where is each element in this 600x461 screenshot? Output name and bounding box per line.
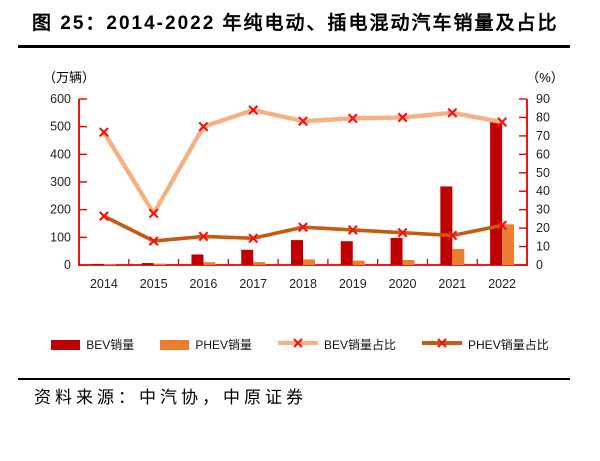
bar-phev-2021 (452, 248, 465, 265)
right-axis-tick-label: 10 (536, 240, 550, 254)
marker-x-icon (98, 211, 109, 222)
marker-x-icon (447, 107, 458, 118)
x-axis-category-label: 2014 (90, 277, 118, 291)
left-axis-unit-label: （万辆） (43, 70, 95, 85)
right-axis-unit-label: （%） (526, 70, 564, 85)
marker-x-icon (397, 227, 408, 238)
marker-x-icon (397, 112, 408, 123)
x-axis-category-label: 2021 (438, 277, 466, 291)
marker-x-icon (497, 220, 508, 231)
bar-bev-2014 (91, 263, 104, 265)
x-axis-category-label: 2015 (140, 277, 168, 291)
legend-swatch-phev-share-line (422, 336, 463, 354)
footer-divider (18, 378, 570, 380)
marker-x-icon (248, 105, 259, 116)
right-axis-tick-label: 70 (536, 129, 550, 143)
figure-title: 图 25：2014-2022 年纯电动、插电混动汽车销量及占比 (32, 13, 559, 34)
left-axis-tick-label: 100 (50, 230, 71, 244)
right-axis-tick-label: 20 (536, 221, 550, 235)
legend-marker-x-icon (437, 337, 447, 348)
x-axis-category-label: 2022 (488, 277, 516, 291)
legend-swatch-bev-bar (51, 339, 81, 350)
bar-phev-2014 (103, 264, 116, 266)
right-axis-tick-label: 40 (536, 184, 550, 198)
marker-x-icon (198, 231, 209, 242)
bar-bev-2016 (191, 254, 204, 265)
right-axis-tick-label: 80 (536, 110, 550, 124)
source-note: 资料来源：中汽协，中原证券 (34, 388, 307, 407)
right-axis-tick-label: 50 (536, 166, 550, 180)
right-axis-tick-label: 0 (536, 258, 543, 272)
bar-bev-2015 (141, 263, 154, 265)
left-axis-tick-label: 300 (50, 175, 71, 189)
bar-phev-2019 (352, 260, 365, 265)
marker-x-icon (347, 225, 358, 235)
left-axis-tick-label: 600 (50, 92, 71, 106)
left-axis-tick-label: 400 (50, 147, 71, 161)
report-figure-page: 图 25：2014-2022 年纯电动、插电混动汽车销量及占比 0 100 200 3… (0, 10, 600, 461)
left-axis-tick-label: 200 (50, 203, 71, 217)
marker-x-icon (148, 236, 159, 246)
bar-bev-2017 (241, 249, 254, 265)
bar-phev-2022 (502, 224, 515, 265)
x-axis-category-label: 2019 (339, 277, 367, 291)
bev-phev-combo-chart: 0 100 200 300 400 500 600 0 10 20 30 40 50 60 70 80 90 20… (43, 70, 564, 291)
legend-swatch-bev-share-line (278, 336, 318, 354)
legend-line-sample (422, 337, 463, 348)
legend-line-sample (278, 337, 318, 348)
x-axis-category-label: 2018 (289, 277, 317, 291)
right-axis-tick-label: 90 (536, 92, 550, 106)
legend-swatch-phev-bar (160, 339, 190, 350)
bar-phev-2016 (203, 262, 216, 265)
x-axis-category-label: 2016 (190, 277, 218, 291)
bar-bev-2019 (340, 241, 353, 265)
marker-x-icon (198, 121, 209, 132)
marker-x-icon (298, 222, 308, 233)
marker-x-icon (447, 230, 458, 241)
right-axis-tick-label: 30 (536, 203, 550, 217)
legend-item-bev-share: BEV销量占比 (278, 336, 396, 354)
legend-label-bev-sales: BEV销量 (86, 338, 135, 352)
legend-label-phev-sales: PHEV销量 (195, 338, 252, 352)
legend-label-bev-share: BEV销量占比 (324, 338, 397, 352)
legend-item-bev-sales: BEV销量 (51, 336, 134, 353)
legend-marker-x-icon (293, 337, 303, 348)
bar-bev-2021 (440, 186, 453, 265)
marker-x-icon (98, 127, 109, 138)
left-axis-tick-label: 0 (64, 258, 71, 272)
marker-x-icon (347, 113, 358, 124)
chart-legend: BEV销量 PHEV销量 BEV销量占比 PHEV销量占比 (0, 337, 600, 352)
legend-label-phev-share: PHEV销量占比 (468, 338, 549, 352)
marker-x-icon (148, 208, 159, 219)
legend-item-phev-sales: PHEV销量 (160, 336, 252, 353)
bar-bev-2022 (490, 121, 503, 265)
marker-x-icon (248, 233, 259, 244)
bar-bev-2018 (291, 240, 303, 265)
bar-bev-2020 (390, 237, 403, 265)
bar-phev-2020 (402, 260, 415, 265)
marker-x-icon (497, 117, 508, 127)
x-axis-category-label: 2020 (389, 277, 417, 291)
legend-item-phev-share: PHEV销量占比 (422, 336, 549, 354)
bar-phev-2017 (253, 261, 266, 265)
bar-phev-2015 (153, 263, 166, 265)
bar-phev-2018 (303, 259, 315, 265)
right-axis-tick-label: 60 (536, 147, 550, 161)
marker-x-icon (298, 116, 308, 127)
left-axis-tick-label: 500 (50, 120, 71, 134)
x-axis-category-label: 2017 (239, 277, 267, 291)
title-divider (18, 45, 570, 48)
